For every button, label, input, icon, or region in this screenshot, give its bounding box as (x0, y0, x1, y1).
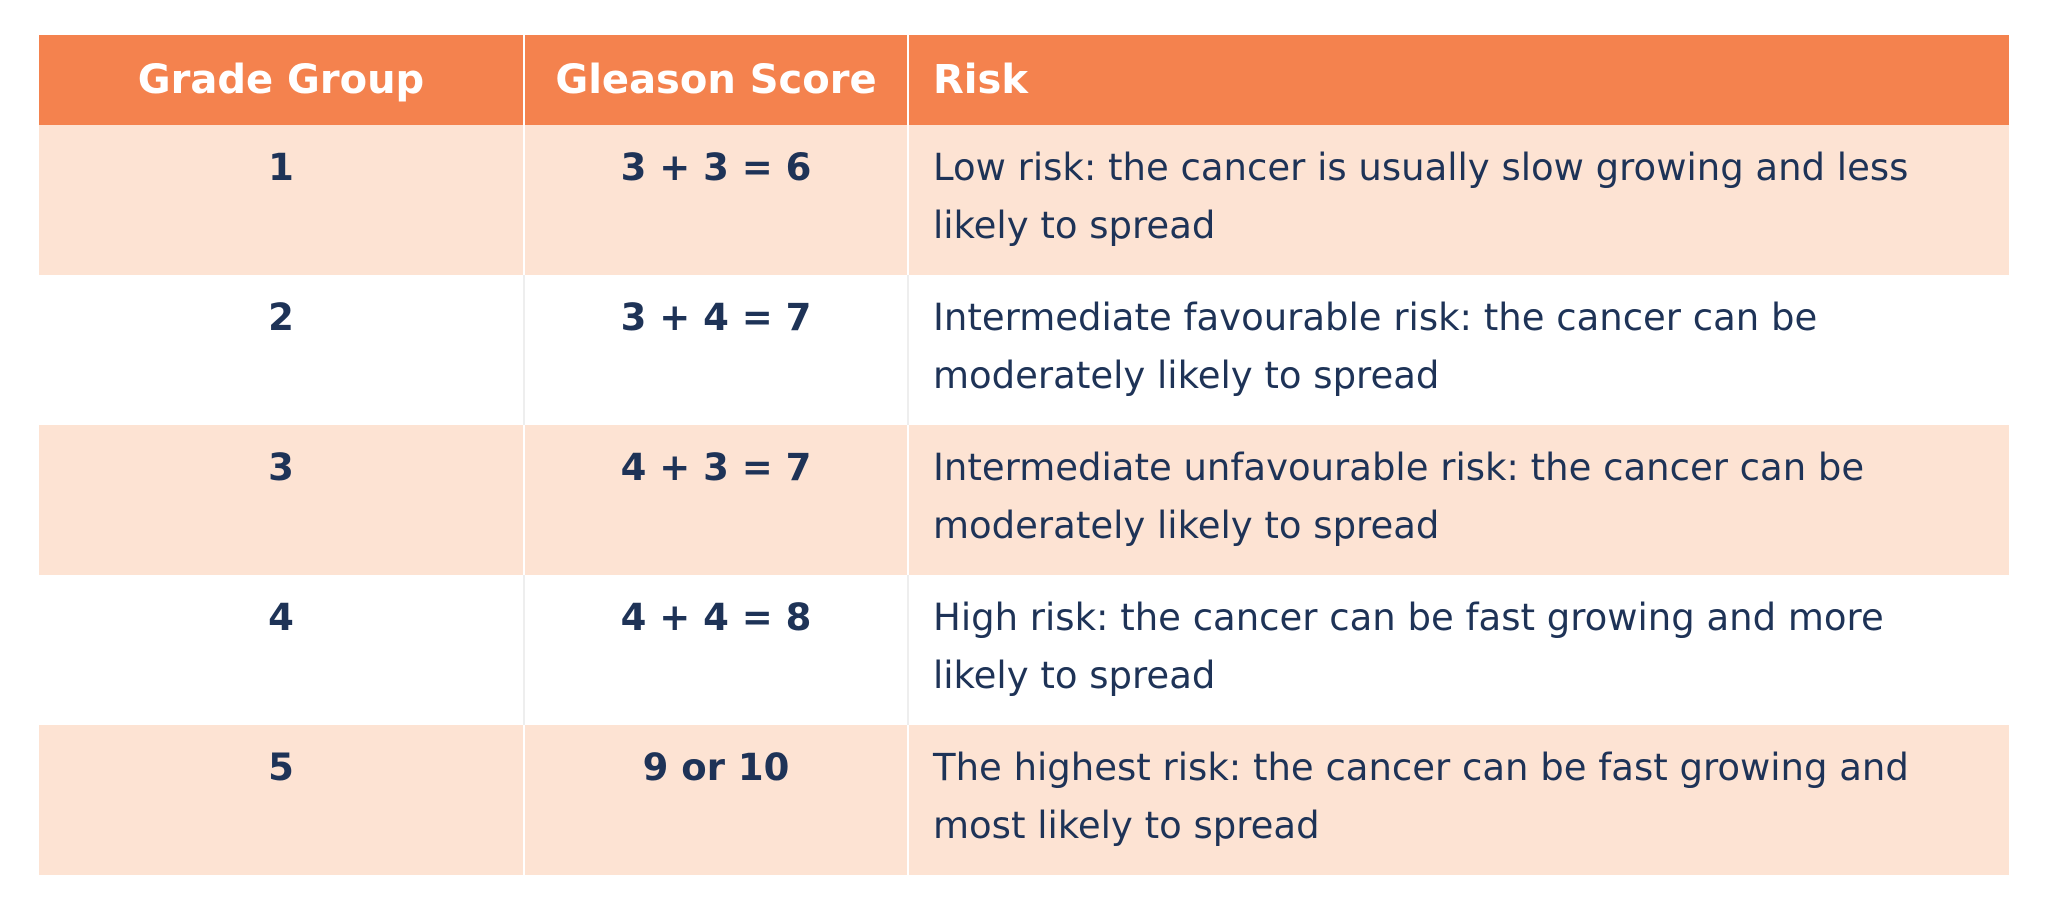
risk: Intermediate unfavourable risk: the canc… (907, 425, 2009, 575)
table-header: Grade Group Gleason Score Risk (39, 35, 2009, 125)
risk: Low risk: the cancer is usually slow gro… (907, 125, 2009, 275)
grade-group: 5 (39, 725, 524, 875)
gleason-score: 9 or 10 (523, 725, 908, 875)
gleason-score: 4 + 3 = 7 (523, 425, 908, 575)
grade-group: 4 (39, 575, 524, 725)
risk: High risk: the cancer can be fast growin… (907, 575, 2009, 725)
grade-group: 2 (39, 275, 524, 425)
risk: Intermediate favourable risk: the cancer… (907, 275, 2009, 425)
grade-group: 1 (39, 125, 524, 275)
header-cell: Risk (907, 35, 2009, 125)
gleason-score: 4 + 4 = 8 (523, 575, 908, 725)
gleason-score: 3 + 3 = 6 (523, 125, 908, 275)
grade-group: 3 (39, 425, 524, 575)
gleason-score: 3 + 4 = 7 (523, 275, 908, 425)
header-row: Grade Group Gleason Score Risk (39, 35, 2009, 125)
risk: The highest risk: the cancer can be fast… (907, 725, 2009, 875)
header-cell: Gleason Score (523, 35, 908, 125)
header-cell: Grade Group (39, 35, 524, 125)
